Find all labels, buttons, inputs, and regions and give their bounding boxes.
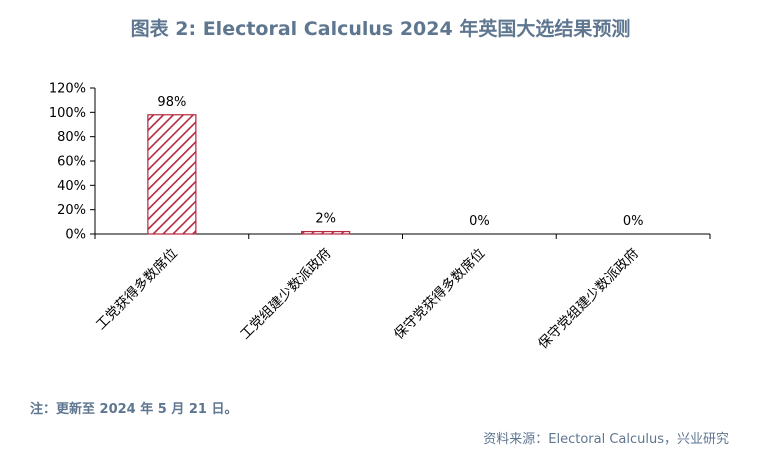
chart-axes: 0% 20% 40% 60% 80% 100% 120% bbox=[49, 82, 711, 243]
y-tick-label: 20% bbox=[57, 203, 86, 218]
x-tick-label: 保守党组建少数派政府 bbox=[535, 246, 642, 353]
data-label: 0% bbox=[469, 214, 490, 229]
data-label: 98% bbox=[157, 95, 186, 110]
y-tick-label: 100% bbox=[49, 106, 86, 121]
bar bbox=[301, 230, 351, 235]
y-tick-label: 60% bbox=[57, 155, 86, 170]
bar bbox=[147, 114, 197, 235]
y-tick-label: 120% bbox=[49, 82, 86, 97]
x-tick-label: 保守党获得多数席位 bbox=[390, 245, 488, 343]
data-label: 0% bbox=[623, 214, 644, 229]
x-tick-label: 工党组建少数派政府 bbox=[237, 246, 334, 343]
y-tick-label: 80% bbox=[57, 130, 86, 145]
chart-source: 资料来源：Electoral Calculus，兴业研究 bbox=[483, 432, 729, 447]
chart-title: 图表 2: Electoral Calculus 2024 年英国大选结果预测 bbox=[130, 18, 631, 40]
y-tick-label: 40% bbox=[57, 179, 86, 194]
x-tick-label: 工党获得多数席位 bbox=[92, 245, 180, 333]
chart-note: 注：更新至 2024 年 5 月 21 日。 bbox=[30, 402, 238, 417]
chart-bars bbox=[147, 114, 351, 235]
y-tick-label: 0% bbox=[65, 228, 86, 243]
data-label: 2% bbox=[315, 212, 336, 227]
